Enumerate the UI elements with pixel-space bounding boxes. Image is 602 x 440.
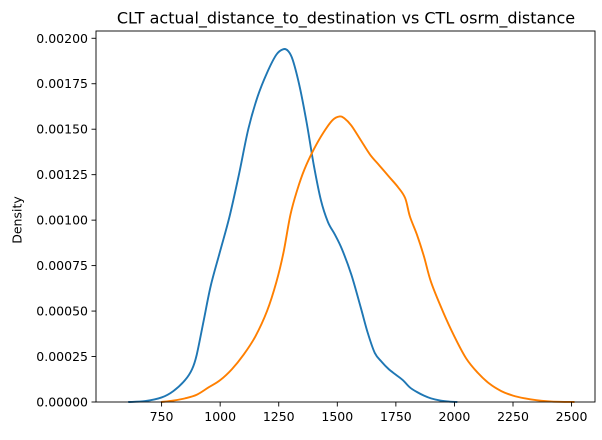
y-axis-label: Density <box>10 196 25 244</box>
y-tick-label: 0.00000 <box>36 395 88 410</box>
x-tick-label: 1250 <box>263 409 295 424</box>
chart-title: CLT actual_distance_to_destination vs CT… <box>117 9 575 29</box>
y-tick-label: 0.00175 <box>36 76 88 91</box>
x-tick-label: 2000 <box>439 409 471 424</box>
kde-series-line-2 <box>160 115 575 403</box>
plot-frame <box>95 30 596 403</box>
y-tick-label: 0.00200 <box>36 31 88 46</box>
x-tick-label: 2500 <box>556 409 588 424</box>
x-tick-label: 1000 <box>204 409 236 424</box>
y-tick-label: 0.00025 <box>36 349 88 364</box>
y-tick-label: 0.00100 <box>36 213 88 228</box>
x-tick-label: 1500 <box>321 409 353 424</box>
series-layer <box>127 48 575 403</box>
axes-layer: 750 1000 1250 1500 1750 2000 2250 2500 0.00000 0.… <box>36 30 596 424</box>
x-tick-label: 1750 <box>380 409 412 424</box>
y-tick-label: 0.00075 <box>36 258 88 273</box>
kde-series-line-1 <box>127 48 458 403</box>
x-tick-label: 750 <box>150 409 174 424</box>
y-tick-label: 0.00150 <box>36 122 88 137</box>
x-tick-label: 2250 <box>497 409 529 424</box>
y-tick-label: 0.00050 <box>36 304 88 319</box>
y-tick-label: 0.00125 <box>36 167 88 182</box>
